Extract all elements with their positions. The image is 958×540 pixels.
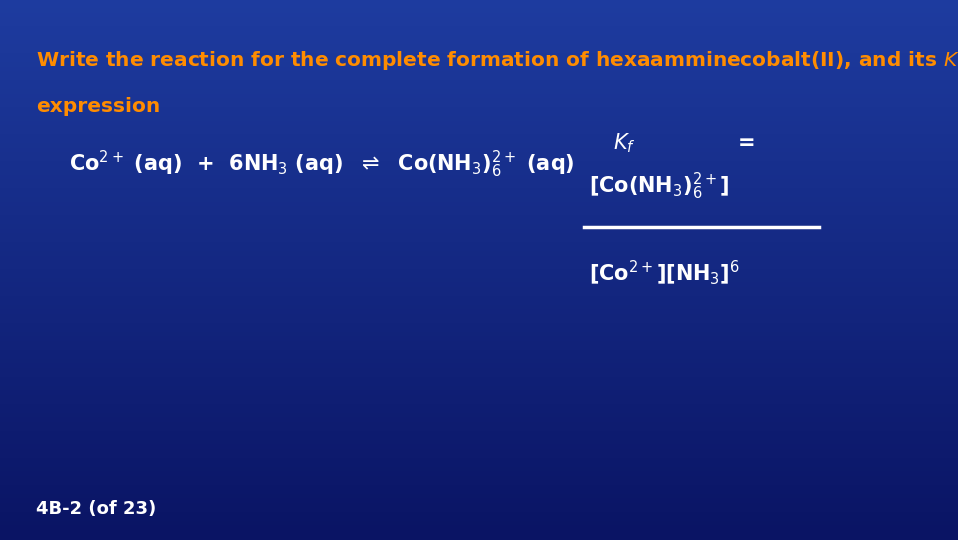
Text: expression: expression [36,97,161,116]
Text: [Co$^{2+}$][NH$_3$]$^6$: [Co$^{2+}$][NH$_3$]$^6$ [589,259,741,287]
Text: 4B-2 (of 23): 4B-2 (of 23) [36,501,157,518]
Text: $K_f$: $K_f$ [613,131,636,155]
Text: Co$^{2+}$ (aq)  +  6NH$_3$ (aq)  $\rightleftharpoons$  Co(NH$_3$)$_6^{2+}$ (aq): Co$^{2+}$ (aq) + 6NH$_3$ (aq) $\rightlef… [69,149,575,180]
Text: Write the reaction for the complete formation of hexaamminecobalt(II), and its $: Write the reaction for the complete form… [36,49,958,72]
Text: [Co(NH$_3$)$_6^{2+}$]: [Co(NH$_3$)$_6^{2+}$] [589,171,730,202]
Text: =: = [738,133,755,153]
